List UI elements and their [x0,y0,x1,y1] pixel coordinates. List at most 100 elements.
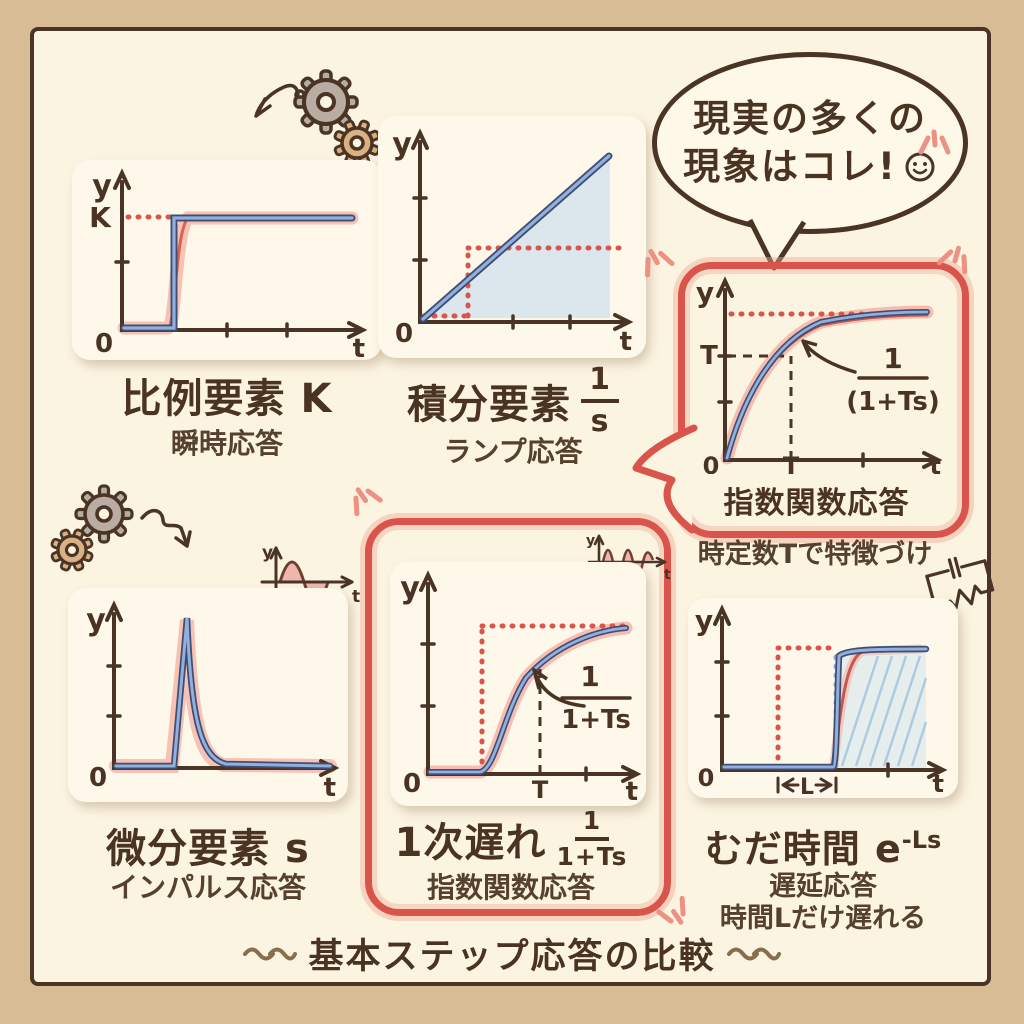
gears-icon [254,69,381,167]
impulse-curve [112,617,334,770]
first-order-lag-title-text: 1次遅れ [394,820,547,867]
axes [113,168,368,339]
axes [105,600,340,777]
formula-numerator: 1 [883,342,902,375]
y-axis-label: y [696,276,714,309]
exponential-chart: 1 (1+Ts) y T 0 T t [696,276,943,474]
sparkle-icon [353,487,383,516]
t-axis-label: t [324,773,336,802]
y-axis-label: y [92,169,112,204]
derivative-panel-card: y 0 t [68,588,348,803]
t-axis-label: t [930,452,941,474]
dead-time-subtitle2: 時間Lだけ遅れる [719,903,927,934]
integral-panel-card: y 0 t [378,116,646,358]
speech-bubble: 現実の多くの 現象はコレ! [652,52,968,234]
formula-numerator: 1 [580,660,599,693]
gear-large [74,484,134,544]
y-axis-label: y [86,603,106,638]
fraction-numerator: 1 [581,364,619,403]
ramp-line [419,152,613,323]
bubble-line2: 現象はコレ! [683,145,897,188]
gear-small [50,528,94,572]
gear-large [293,69,359,135]
first-order-lag-fraction: 1 1+Ts [556,807,628,872]
formula-arrow [535,675,586,708]
origin-label: 0 [95,329,113,359]
integral-title: 積分要素 1 s [368,364,658,437]
first-order-lag-subtitle: 指数関数応答 [426,871,595,904]
red-glow-curve [423,621,633,779]
formula-annotation: 1 1+Ts [532,660,632,735]
red-glow-curve [117,211,359,335]
proportional-panel-card: y K 0 t [72,160,382,364]
k-label: K [89,201,112,234]
exponential-title: 指数関数応答 [723,486,910,521]
dead-time-title: むだ時間 e-Ls [670,818,976,873]
dead-time-title-exponent: -Ls [901,826,942,854]
integral-subtitle: ランプ応答 [443,435,583,468]
origin-label: 0 [395,319,413,349]
fraction-denominator: s [590,403,610,439]
sparkle-icon [656,896,686,925]
dead-time-chart: L y 0 t [695,604,948,800]
tilde-decoration [243,947,298,960]
delayed-step-curve [720,645,930,771]
exponential-curve [724,309,930,461]
gear-small [333,119,381,167]
t-axis-label: t [620,327,632,357]
proportional-chart: y K 0 t [89,168,368,364]
y-axis-label: y [392,127,412,162]
exponential-subtitle: 時定数Tで特徴づけ [697,539,933,570]
origin-label: 0 [703,452,720,474]
mini-t-label: t [352,587,360,607]
formula-denominator: 1+Ts [561,705,631,735]
fraction-denominator: 1+Ts [556,842,628,872]
gears2-icon [50,484,192,572]
origin-label: 0 [698,764,715,792]
L-label: L [800,775,814,798]
dead-time-title-text: むだ時間 e [704,827,902,871]
mini-y-label: y [262,543,273,563]
red-glow-curve [109,619,337,773]
bubble-line1: 現実の多くの [693,96,927,140]
frame-pointer-tail [632,424,698,534]
y-axis-label: y [695,604,713,637]
derivative-subtitle: インパルス応答 [109,871,306,904]
proportional-subtitle: 瞬時応答 [170,427,283,460]
t-axis-label: t [353,334,365,360]
lag-curve [427,625,629,775]
mini-y-label: y [586,533,595,549]
y-axis-label: y [400,571,420,606]
sparkle-icon [936,245,968,275]
exponential-highlight-frame [678,262,969,538]
input-step-dotted-line [775,645,837,771]
caption: 基本ステップ応答の比較 [230,928,794,979]
dead-time-subtitle1: 遅延応答 [769,871,877,902]
dead-time-span-annotation [776,776,838,794]
first-order-lag-title: 1次遅れ 1 1+Ts [365,807,657,872]
dead-time-panel-card: L y 0 t [688,598,958,800]
tilde-decoration [726,947,781,960]
formula-annotation: 1 (1+Ts) [801,339,940,417]
derivative-title: 微分要素 s [106,826,310,872]
red-step-curve [122,216,354,330]
sparkle-icon [918,129,951,155]
caption-text: 基本ステップ応答の比較 [308,937,716,977]
axes [713,604,948,779]
T-level-label: T [700,341,718,371]
derivative-chart: y 0 t [86,600,340,803]
integral-fraction: 1 s [581,364,619,437]
formula-denominator: (1+Ts) [846,387,939,417]
first-order-lag-chart: 1 1+Ts y 0 T t [400,570,642,807]
mini-t-label: t [664,567,671,583]
t-axis-label: t [933,770,944,798]
t-axis-label: t [626,777,638,806]
blue-step-curve [120,214,356,332]
fraction-numerator: 1 [574,807,610,842]
T-tick-label: T [532,776,549,804]
integral-chart: y 0 t [392,127,634,357]
first-order-lag-panel-card: 1 1+Ts y 0 T t [390,562,646,807]
first-order-lag-highlight-frame [365,518,671,916]
wavy-arrow-icon [140,508,192,548]
